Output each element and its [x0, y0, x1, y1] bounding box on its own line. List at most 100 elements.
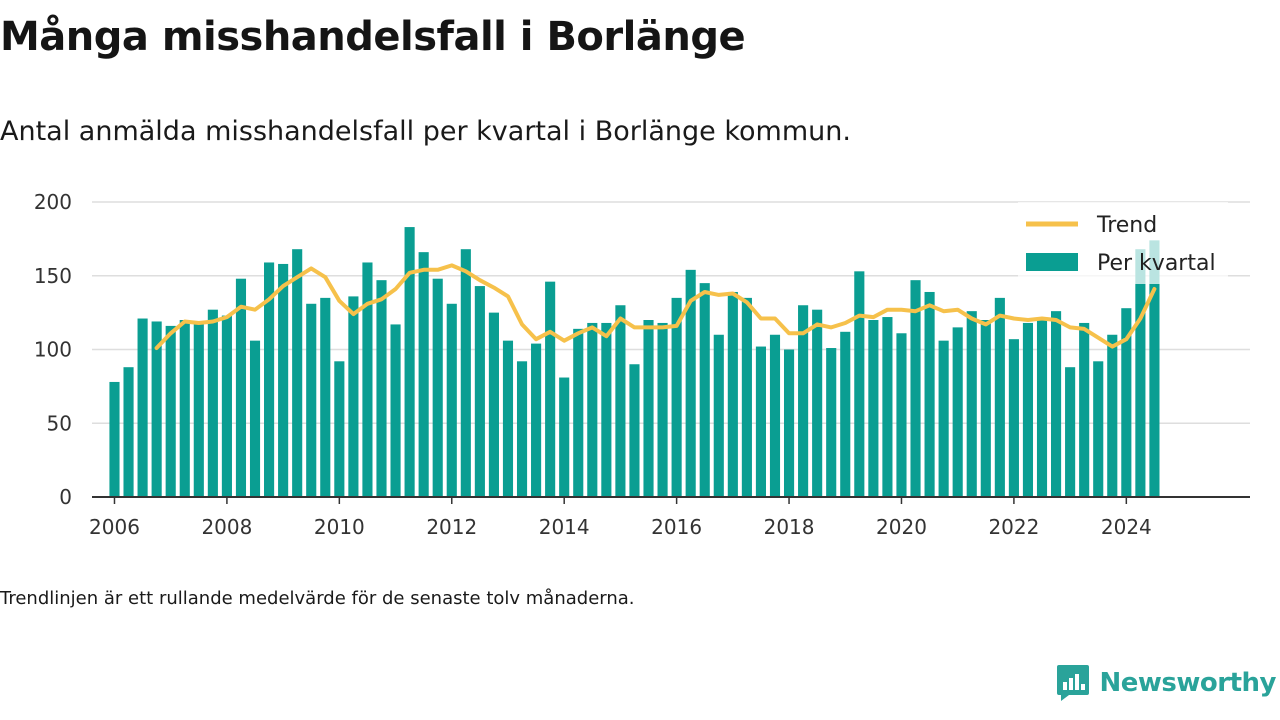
bar [741, 297, 752, 497]
chart: 0 50 100 150 200 2006 2008 2010 2012 2014 2016 2018… [34, 190, 1250, 539]
bar [798, 305, 809, 497]
y-tick-label: 50 [47, 411, 72, 435]
bar [601, 322, 612, 497]
bar [221, 315, 232, 497]
brand-logo: Newsworthy [1056, 664, 1277, 702]
bar [755, 346, 767, 497]
x-tick-label: 2010 [314, 515, 365, 539]
bar [980, 320, 991, 497]
bar [390, 324, 401, 497]
bar [1135, 249, 1146, 497]
bar [418, 252, 429, 497]
legend: Trend Per kvartal [1018, 202, 1228, 284]
bar [109, 381, 120, 497]
bar [812, 309, 823, 497]
bar [840, 331, 851, 497]
bar [306, 303, 317, 497]
bar [882, 317, 893, 497]
bar [699, 283, 710, 497]
x-tick-label: 2014 [539, 515, 590, 539]
bar [994, 297, 1005, 497]
bar [1065, 367, 1076, 497]
bar [460, 249, 471, 497]
bar [235, 278, 247, 497]
bar [1079, 322, 1090, 497]
bar [179, 320, 190, 497]
bar [1149, 240, 1160, 497]
x-tick-label: 2018 [764, 515, 815, 539]
x-tick-label: 2024 [1101, 515, 1152, 539]
bar [952, 327, 963, 497]
bar [545, 281, 556, 497]
bar [924, 291, 935, 497]
bar [1107, 334, 1118, 497]
y-tick-label: 200 [34, 190, 72, 214]
axes-layer: 0 50 100 150 200 2006 2008 2010 2012 2014 2016 2018… [34, 190, 1250, 539]
bar [685, 269, 696, 497]
bar [629, 364, 640, 497]
y-tick-label: 0 [59, 485, 72, 509]
bar [474, 286, 485, 497]
bar [516, 361, 528, 497]
bar [1022, 322, 1034, 497]
bar [123, 367, 134, 497]
bar [966, 311, 977, 497]
x-tick-label: 2008 [201, 515, 252, 539]
bar [1121, 308, 1132, 497]
newsworthy-logo-icon [1056, 665, 1089, 701]
bar [727, 291, 738, 497]
y-tick-label: 150 [34, 264, 72, 288]
bar [657, 322, 668, 497]
x-tick-label: 2006 [89, 515, 140, 539]
bar [573, 328, 584, 497]
bar [587, 322, 598, 497]
bar [193, 324, 204, 497]
x-tick-label: 2012 [426, 515, 477, 539]
bar [671, 297, 682, 497]
bar [249, 340, 261, 497]
bar [292, 249, 303, 497]
bar [137, 318, 148, 497]
bar [643, 320, 654, 497]
bar [348, 296, 359, 497]
bar [615, 305, 626, 497]
legend-label: Trend [1096, 213, 1157, 238]
bar [713, 334, 724, 497]
bar [404, 227, 415, 497]
bar [362, 262, 373, 497]
bar [264, 262, 275, 497]
bar [783, 349, 795, 497]
bar [278, 263, 289, 497]
bar [446, 303, 457, 497]
bar [826, 348, 837, 497]
bar [1051, 311, 1062, 497]
bar [531, 343, 542, 497]
bar [1008, 339, 1019, 497]
bar [1093, 361, 1104, 497]
page-title: Många misshandelsfall i Borlänge [0, 14, 746, 60]
brand-name: Newsworthy [1099, 668, 1277, 698]
y-tick-label: 100 [34, 338, 72, 362]
bar [334, 361, 345, 497]
bar [868, 320, 879, 497]
bar [488, 312, 499, 497]
bar [910, 280, 921, 497]
bar [502, 340, 514, 497]
trend-line [154, 263, 1157, 350]
bar [165, 325, 176, 497]
bar [854, 271, 865, 497]
trend-layer [154, 263, 1157, 350]
bar [559, 377, 570, 497]
x-tick-label: 2020 [876, 515, 927, 539]
bar [207, 309, 218, 497]
x-tick-label: 2022 [988, 515, 1039, 539]
legend-swatch-bar [1026, 253, 1078, 271]
bar [320, 297, 331, 497]
bar [376, 280, 387, 497]
bar [769, 334, 781, 497]
footnote: Trendlinjen är ett rullande medelvärde f… [0, 588, 635, 609]
chart-subtitle: Antal anmälda misshandelsfall per kvarta… [0, 116, 851, 147]
bar [1036, 317, 1048, 497]
bar [151, 321, 162, 497]
bar [896, 333, 907, 497]
